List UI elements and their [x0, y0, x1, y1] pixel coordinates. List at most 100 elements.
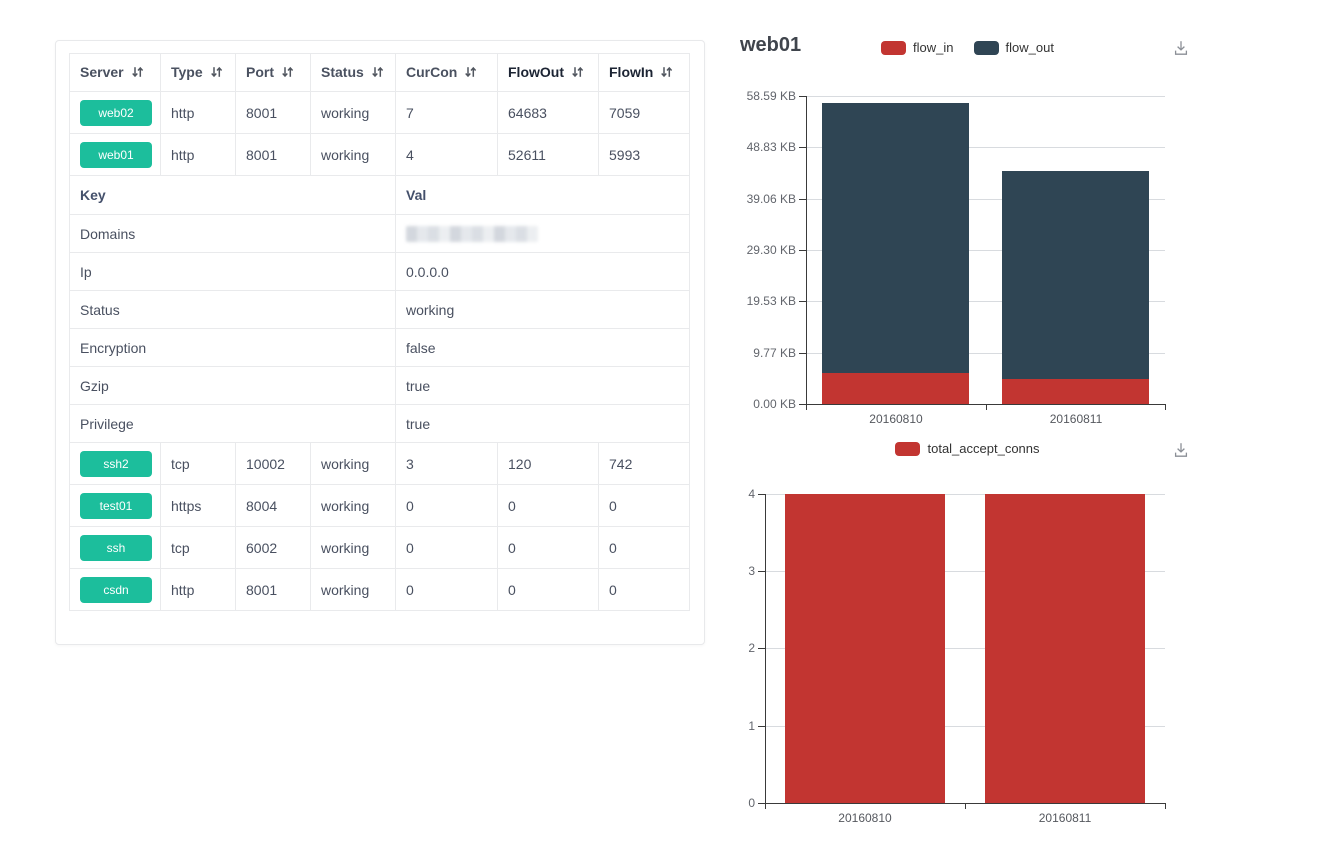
y-axis-label: 48.83 KB — [746, 140, 796, 154]
sort-icon[interactable] — [281, 65, 294, 82]
column-header-server[interactable]: Server — [69, 53, 161, 92]
server-badge[interactable]: test01 — [80, 492, 152, 519]
table-row: csdn http 8001 working 0 0 0 — [69, 568, 690, 611]
cell-curcon: 0 — [395, 526, 498, 569]
x-axis-tick — [965, 803, 966, 809]
server-badge[interactable]: ssh — [80, 534, 152, 561]
x-axis-tick — [765, 803, 766, 809]
detail-val: true — [395, 404, 690, 443]
legend-item-total_accept_conns[interactable]: total_accept_conns — [895, 441, 1040, 456]
column-header-label: FlowOut — [508, 63, 564, 80]
cell-flowout: 120 — [497, 442, 599, 485]
column-header-type[interactable]: Type — [160, 53, 236, 92]
y-axis-tick — [758, 648, 765, 649]
redacted-value — [406, 226, 538, 243]
gridline — [765, 571, 1165, 572]
detail-val: 0.0.0.0 — [395, 252, 690, 291]
y-axis-tick — [799, 353, 806, 354]
legend-marker — [895, 441, 921, 456]
detail-val: false — [395, 328, 690, 367]
column-header-label: CurCon — [406, 63, 458, 80]
y-axis-tick — [758, 803, 765, 804]
cell-server: web02 — [69, 91, 161, 134]
y-axis-tick — [799, 301, 806, 302]
bar-total_accept_conns-20160811 — [985, 494, 1145, 803]
y-axis-label: 4 — [748, 487, 755, 501]
gridline — [806, 301, 1165, 302]
detail-val: working — [395, 290, 690, 329]
table-row: web02 http 8001 working 7 64683 7059 — [69, 91, 690, 134]
detail-row: Gzip true — [69, 366, 690, 405]
sort-icon[interactable] — [464, 65, 477, 82]
cell-status: working — [310, 91, 396, 134]
legend-item-flow_out[interactable]: flow_out — [973, 40, 1054, 55]
y-axis-label: 3 — [748, 564, 755, 578]
column-header-label: Port — [246, 63, 274, 80]
detail-row: Domains — [69, 214, 690, 253]
detail-key-header: Key — [69, 175, 396, 215]
server-badge[interactable]: web02 — [80, 99, 152, 126]
cell-flowin: 5993 — [598, 133, 690, 176]
gridline — [806, 96, 1165, 97]
sort-icon[interactable] — [210, 65, 223, 82]
detail-val — [395, 214, 690, 253]
table-row: web01 http 8001 working 4 52611 5993 — [69, 133, 690, 176]
sort-icon[interactable] — [371, 65, 384, 82]
cell-server: ssh — [69, 526, 161, 569]
detail-key: Ip — [69, 252, 396, 291]
y-axis-line — [765, 494, 766, 803]
table-row: ssh2 tcp 10002 working 3 120 742 — [69, 442, 690, 485]
column-header-port[interactable]: Port — [235, 53, 311, 92]
legend-item-flow_in[interactable]: flow_in — [881, 40, 954, 55]
cell-curcon: 7 — [395, 91, 498, 134]
y-axis-tick — [758, 494, 765, 495]
download-icon[interactable] — [1168, 438, 1194, 464]
cell-port: 6002 — [235, 526, 311, 569]
detail-val: true — [395, 366, 690, 405]
gridline — [765, 648, 1165, 649]
server-badge[interactable]: csdn — [80, 576, 152, 603]
cell-port: 8001 — [235, 568, 311, 611]
column-header-flowout[interactable]: FlowOut — [497, 53, 599, 92]
column-header-flowin[interactable]: FlowIn — [598, 53, 690, 92]
column-header-status[interactable]: Status — [310, 53, 396, 92]
detail-key: Gzip — [69, 366, 396, 405]
bar-flow_in-20160810 — [822, 373, 969, 404]
detail-val-header: Val — [395, 175, 690, 215]
server-badge[interactable]: web01 — [80, 141, 152, 168]
y-axis-label: 0 — [748, 796, 755, 810]
cell-port: 8001 — [235, 91, 311, 134]
cell-flowin: 742 — [598, 442, 690, 485]
detail-key: Status — [69, 290, 396, 329]
flow-chart-legend: flow_in flow_out — [735, 40, 1200, 55]
cell-curcon: 0 — [395, 568, 498, 611]
y-axis-label: 2 — [748, 641, 755, 655]
bar-flow_out-20160811 — [1002, 171, 1149, 379]
cell-status: working — [310, 484, 396, 527]
bar-flow_out-20160810 — [822, 103, 969, 373]
y-axis-label: 29.30 KB — [746, 243, 796, 257]
cell-server: test01 — [69, 484, 161, 527]
y-axis-tick — [799, 404, 806, 405]
server-badge[interactable]: ssh2 — [80, 450, 152, 477]
cell-curcon: 0 — [395, 484, 498, 527]
sort-icon[interactable] — [571, 65, 584, 82]
sort-icon[interactable] — [660, 65, 673, 82]
column-header-curcon[interactable]: CurCon — [395, 53, 498, 92]
sort-icon[interactable] — [131, 65, 144, 82]
cell-flowin: 7059 — [598, 91, 690, 134]
cell-status: working — [310, 133, 396, 176]
gridline — [806, 353, 1165, 354]
y-axis-label: 0.00 KB — [753, 397, 796, 411]
cell-port: 8001 — [235, 133, 311, 176]
cell-curcon: 4 — [395, 133, 498, 176]
download-icon[interactable] — [1168, 36, 1194, 62]
server-table-card: Server Type Port Status CurCon FlowOut FlowIn … — [55, 40, 705, 645]
cell-status: working — [310, 526, 396, 569]
cell-type: http — [160, 568, 236, 611]
x-axis-label: 20160810 — [838, 811, 892, 825]
bar-flow_in-20160811 — [1002, 379, 1149, 404]
y-axis-label: 9.77 KB — [753, 346, 796, 360]
legend-label: total_accept_conns — [927, 441, 1040, 456]
